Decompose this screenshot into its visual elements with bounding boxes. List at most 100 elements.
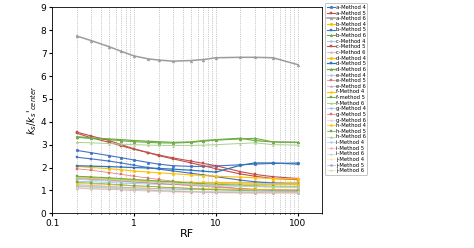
h-Method 5 <box>252 189 258 192</box>
e-Method 4 <box>88 185 94 188</box>
b-Method 6 <box>295 141 301 144</box>
f-Method 6 <box>237 142 243 145</box>
b-Method 6 <box>237 137 243 140</box>
j-Method 4 <box>118 187 124 190</box>
d-Method 4 <box>237 176 243 179</box>
f-method 5 <box>74 175 80 178</box>
h-Method 5 <box>146 185 151 188</box>
b-Method 4 <box>295 181 301 184</box>
a-Method 4 <box>213 164 219 167</box>
c-Method 6 <box>88 176 94 179</box>
j-Method 6 <box>252 190 258 193</box>
c-Method 4 <box>107 181 112 184</box>
i-Method 6 <box>88 187 94 190</box>
Line: b-Method 6: b-Method 6 <box>75 136 299 144</box>
d-Method 5 <box>170 168 176 171</box>
b-Method 5 <box>270 182 276 185</box>
i-Method 4 <box>270 190 276 193</box>
d-Method 5 <box>213 171 219 174</box>
d-Method 5 <box>146 166 151 169</box>
f-Method 6 <box>201 144 206 147</box>
j-Method 6 <box>213 190 219 193</box>
g-Method 4 <box>146 182 151 185</box>
b-Method 5 <box>88 157 94 160</box>
f-Method 4 <box>170 180 176 183</box>
d-Method 6 <box>237 137 243 140</box>
j-Method 5 <box>170 190 176 193</box>
i-Method 6 <box>107 187 112 190</box>
e-Method 4 <box>156 187 162 190</box>
e-Method 6 <box>201 188 206 191</box>
h-Method 4 <box>156 186 162 188</box>
e-Method 6 <box>295 189 301 192</box>
i-Method 6 <box>118 188 124 191</box>
i-Method 5 <box>295 192 301 195</box>
f-Method 6 <box>270 143 276 146</box>
i-Method 6 <box>295 191 301 194</box>
h-Method 6 <box>201 183 206 186</box>
h-Method 5 <box>118 183 124 186</box>
Line: h-Method 5: h-Method 5 <box>76 181 299 192</box>
f-method 5 <box>118 177 124 180</box>
Line: i-Method 4: i-Method 4 <box>76 188 299 192</box>
e-Method 4 <box>146 187 151 190</box>
Line: f-Method 6: f-Method 6 <box>76 141 299 147</box>
c-Method 5 <box>156 154 162 157</box>
g-Method 6 <box>88 177 94 180</box>
f-Method 4 <box>131 178 137 181</box>
i-Method 6 <box>131 189 137 192</box>
h-Method 4 <box>252 188 258 191</box>
i-Method 6 <box>201 190 206 193</box>
f-method 5 <box>213 183 219 186</box>
i-Method 5 <box>107 188 112 191</box>
i-Method 5 <box>201 191 206 194</box>
i-Method 4 <box>201 190 206 193</box>
b-Method 4 <box>107 178 112 181</box>
i-Method 5 <box>213 191 219 194</box>
j-Method 5 <box>270 191 276 194</box>
i-Method 4 <box>237 190 243 193</box>
d-Method 6 <box>118 138 124 141</box>
e-Method 5 <box>295 189 301 192</box>
c-Method 5 <box>146 151 151 154</box>
i-Method 6 <box>270 191 276 194</box>
d-Method 6 <box>107 137 112 140</box>
a-Method 5 <box>88 136 94 139</box>
b-Method 5 <box>237 179 243 182</box>
c-Method 4 <box>118 182 124 185</box>
b-Method 6 <box>74 136 80 139</box>
d-Method 5 <box>107 165 112 168</box>
e-Method 4 <box>74 184 80 187</box>
b-Method 5 <box>201 173 206 176</box>
c-Method 6 <box>131 179 137 182</box>
Line: c-Method 5: c-Method 5 <box>75 131 299 181</box>
j-Method 5 <box>74 185 80 188</box>
b-Method 5 <box>252 180 258 183</box>
a-Method 4 <box>107 154 112 157</box>
i-Method 4 <box>74 187 80 190</box>
h-Method 4 <box>213 187 219 190</box>
d-Method 6 <box>295 141 301 144</box>
c-Method 4 <box>146 183 151 186</box>
h-Method 4 <box>295 188 301 191</box>
j-Method 4 <box>252 191 258 194</box>
h-Method 5 <box>201 188 206 191</box>
h-Method 6 <box>252 185 258 188</box>
Legend: a-Method 4, a-Method 5, a-Method 6, b-Method 4, b-Method 5, b-Method 6, c-Method: a-Method 4, a-Method 5, a-Method 6, b-Me… <box>325 3 367 175</box>
Line: g-Method 5: g-Method 5 <box>76 178 299 191</box>
f-Method 4 <box>88 176 94 179</box>
g-Method 4 <box>170 183 176 186</box>
d-Method 6 <box>252 139 258 142</box>
Y-axis label: $k_s/k_s$'$_{center}$: $k_s/k_s$'$_{center}$ <box>26 86 39 135</box>
f-method 5 <box>131 178 137 181</box>
h-Method 5 <box>88 182 94 185</box>
g-Method 6 <box>213 184 219 187</box>
e-Method 5 <box>146 177 151 180</box>
e-Method 6 <box>107 185 112 188</box>
j-Method 6 <box>146 188 151 191</box>
c-Method 6 <box>270 182 276 185</box>
a-Method 6 <box>131 55 137 58</box>
Line: j-Method 6: j-Method 6 <box>76 185 299 193</box>
d-Method 4 <box>252 176 258 179</box>
j-Method 5 <box>252 191 258 194</box>
